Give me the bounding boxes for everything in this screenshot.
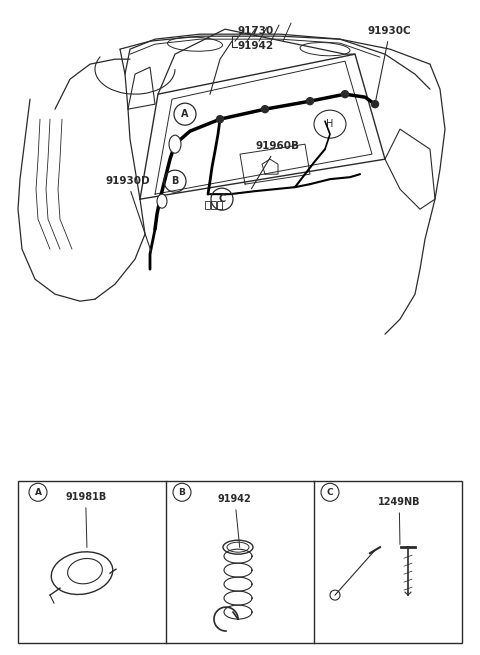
Text: A: A xyxy=(35,488,41,496)
Circle shape xyxy=(372,101,379,107)
Ellipse shape xyxy=(169,135,181,153)
Text: 91942: 91942 xyxy=(238,41,274,51)
Text: 91960B: 91960B xyxy=(252,141,299,189)
Text: 91981B: 91981B xyxy=(65,493,106,548)
Bar xyxy=(211,201,216,209)
Circle shape xyxy=(307,98,313,105)
Text: B: B xyxy=(179,488,185,496)
Text: B: B xyxy=(171,176,179,186)
Text: 91930D: 91930D xyxy=(105,176,151,252)
Text: A: A xyxy=(181,109,189,119)
Text: 1249NB: 1249NB xyxy=(378,497,420,544)
Text: 91730: 91730 xyxy=(238,26,274,36)
Text: 91942: 91942 xyxy=(218,495,252,548)
Circle shape xyxy=(341,90,348,98)
Text: C: C xyxy=(218,194,226,204)
Text: H: H xyxy=(326,119,334,129)
Text: 91930C: 91930C xyxy=(368,26,412,102)
Bar xyxy=(217,201,222,209)
Bar xyxy=(205,201,210,209)
Bar xyxy=(18,481,462,643)
Circle shape xyxy=(262,105,268,113)
Ellipse shape xyxy=(157,194,167,208)
Circle shape xyxy=(216,116,224,122)
Text: C: C xyxy=(327,488,333,496)
